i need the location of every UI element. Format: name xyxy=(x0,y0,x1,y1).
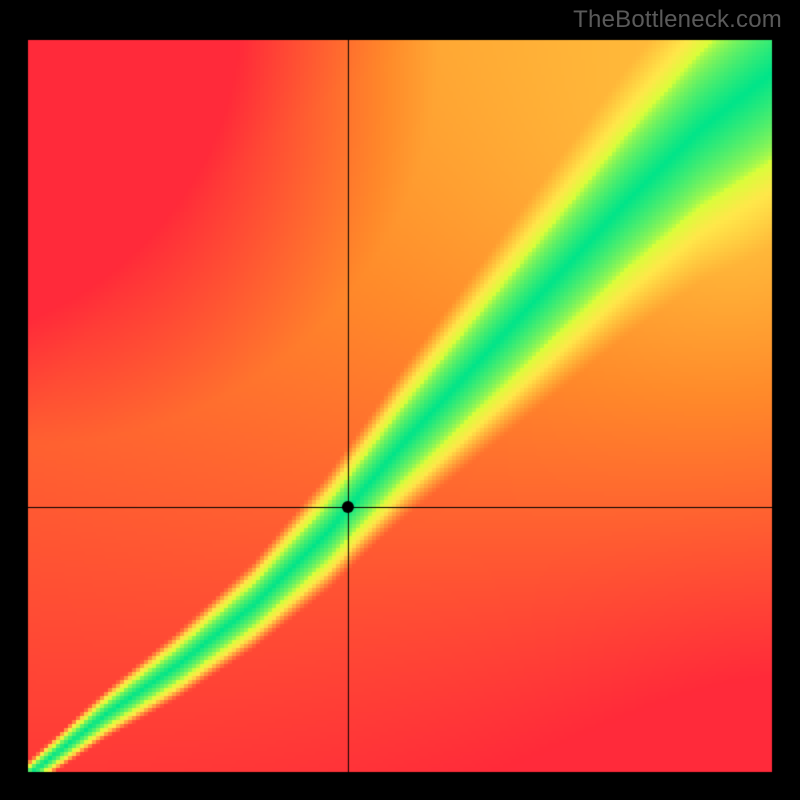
bottleneck-heatmap xyxy=(0,0,800,800)
chart-container: TheBottleneck.com xyxy=(0,0,800,800)
watermark-text: TheBottleneck.com xyxy=(573,6,782,34)
